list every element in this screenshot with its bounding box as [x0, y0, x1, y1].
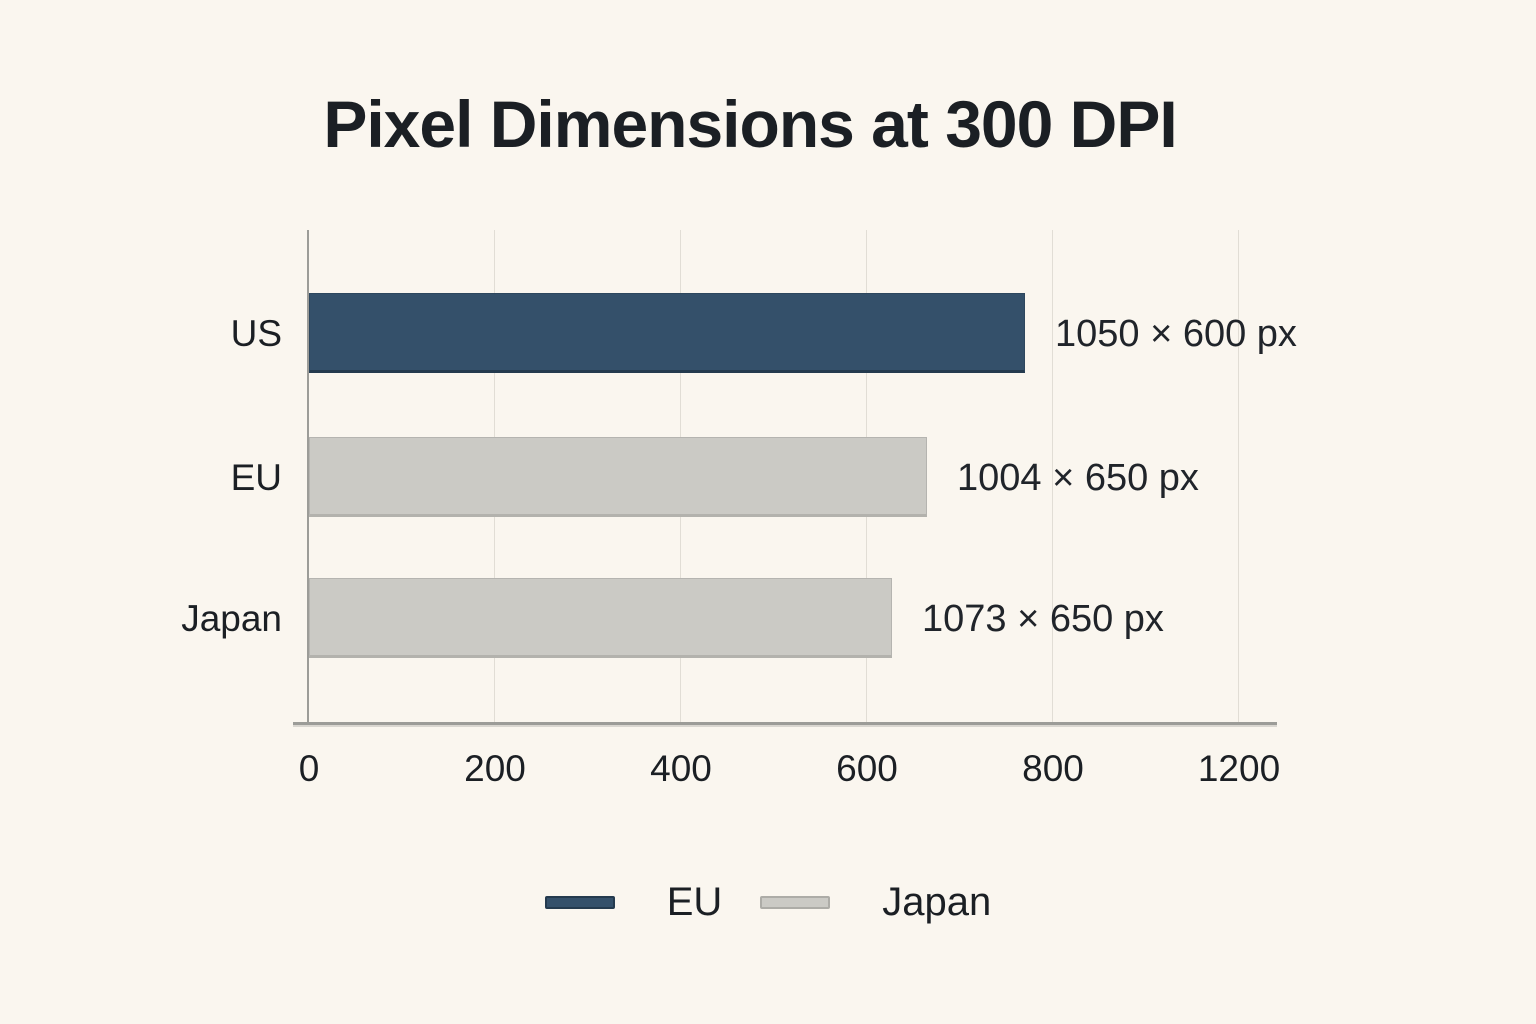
bar-value-label-eu: 1004 × 650 px	[957, 457, 1199, 499]
category-label-eu: EU	[230, 457, 282, 498]
category-label-us: US	[230, 313, 282, 354]
legend-item-eu: EU	[544, 879, 723, 925]
bar-value-label-japan: 1073 × 650 px	[922, 598, 1164, 640]
gridline	[1052, 230, 1053, 722]
x-tick-label-0: 0	[298, 748, 320, 789]
category-label-japan: Japan	[181, 598, 282, 639]
legend-item-japan: Japan	[760, 880, 991, 925]
x-tick-label-600: 600	[836, 748, 898, 789]
legend-label-japan: Japan	[882, 879, 992, 924]
legend-label-eu: EU	[666, 879, 723, 924]
x-axis-line	[293, 722, 1277, 725]
bar-us	[309, 293, 1025, 373]
legend-swatch-japan	[760, 895, 831, 909]
bar-value-label-us: 1050 × 600 px	[1055, 313, 1297, 355]
bar-japan	[309, 578, 892, 658]
bar-eu	[309, 437, 927, 517]
plot-area: US 1050 × 600 px EU 1004 × 650 px Japan 1073 …	[181, 230, 1297, 789]
gridline	[1238, 230, 1239, 722]
chart-title: Pixel Dimensions at 300 DPI	[323, 87, 1177, 161]
x-tick-label-400: 400	[650, 748, 712, 789]
x-tick-label-200: 200	[464, 748, 526, 789]
legend-swatch-eu	[544, 895, 615, 909]
x-tick-label-1200: 1200	[1197, 748, 1281, 789]
legend: EU Japan	[0, 872, 1536, 932]
x-tick-label-800: 800	[1022, 748, 1084, 789]
